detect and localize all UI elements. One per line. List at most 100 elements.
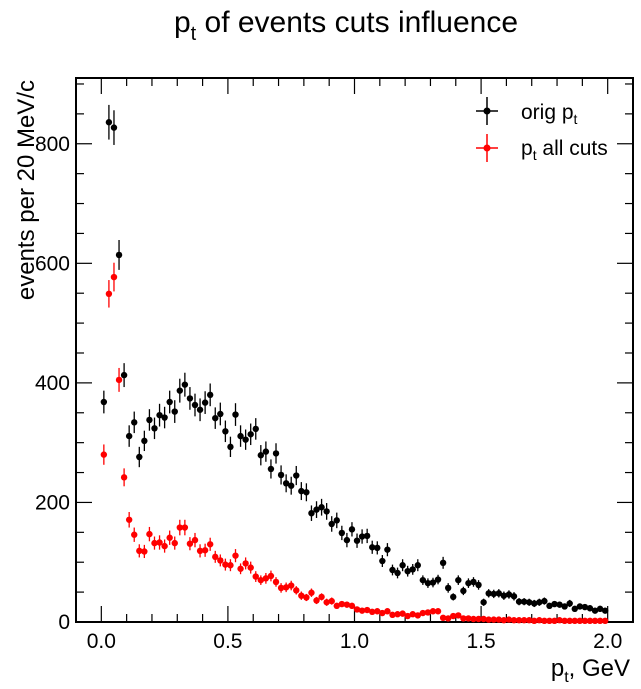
data-point bbox=[353, 606, 361, 613]
data-point bbox=[571, 617, 578, 625]
data-point bbox=[166, 534, 173, 541]
data-point bbox=[131, 531, 138, 538]
legend-label-cuts: pt all cuts bbox=[521, 137, 608, 163]
x-tick-label: 1.5 bbox=[466, 630, 495, 653]
data-point bbox=[212, 553, 219, 561]
data-point bbox=[313, 506, 320, 513]
data-point bbox=[460, 587, 467, 595]
data-point bbox=[475, 615, 482, 623]
data-point bbox=[293, 587, 300, 594]
legend-marker-orig bbox=[476, 97, 498, 125]
data-point bbox=[141, 548, 148, 555]
data-point bbox=[161, 414, 168, 421]
data-point bbox=[485, 616, 492, 623]
data-point bbox=[146, 530, 153, 538]
data-point bbox=[120, 371, 128, 379]
data-point bbox=[495, 616, 503, 623]
data-point bbox=[495, 590, 503, 597]
data-point bbox=[237, 432, 244, 440]
data-point bbox=[460, 615, 467, 622]
data-point bbox=[369, 544, 376, 551]
data-point bbox=[136, 547, 143, 555]
data-point bbox=[176, 524, 184, 531]
data-point bbox=[591, 607, 599, 614]
data-point bbox=[541, 617, 548, 625]
data-point bbox=[227, 443, 234, 451]
data-point bbox=[510, 593, 518, 600]
axis-ticks bbox=[75, 78, 634, 623]
data-point bbox=[490, 590, 497, 598]
data-point bbox=[546, 602, 553, 610]
data-point bbox=[515, 598, 523, 605]
data-point bbox=[328, 597, 335, 605]
data-point bbox=[556, 617, 563, 624]
data-point bbox=[470, 578, 477, 586]
data-point bbox=[541, 597, 548, 605]
legend-marker-cuts bbox=[476, 134, 498, 162]
data-point bbox=[379, 609, 386, 617]
data-point bbox=[581, 603, 589, 611]
data-point bbox=[293, 472, 300, 479]
data-point bbox=[505, 616, 513, 623]
data-point bbox=[191, 401, 199, 409]
data-point bbox=[328, 520, 335, 528]
x-tick-label: 0.0 bbox=[87, 630, 116, 653]
data-point bbox=[409, 566, 416, 573]
data-point bbox=[515, 617, 523, 624]
data-point bbox=[520, 617, 528, 624]
data-point bbox=[242, 560, 249, 567]
chart-title: pt of events cuts influence bbox=[174, 6, 518, 45]
data-point bbox=[566, 617, 573, 625]
data-point bbox=[414, 612, 421, 619]
data-point bbox=[358, 607, 366, 614]
data-point bbox=[272, 450, 280, 457]
data-point bbox=[217, 557, 224, 564]
data-point bbox=[156, 411, 163, 419]
data-point bbox=[308, 510, 315, 517]
data-point bbox=[561, 603, 568, 610]
data-point bbox=[171, 408, 178, 415]
data-point bbox=[455, 576, 462, 584]
data-point bbox=[374, 544, 381, 552]
data-point bbox=[115, 251, 123, 259]
data-point bbox=[298, 592, 305, 599]
data-point bbox=[556, 601, 563, 608]
data-point bbox=[151, 539, 158, 547]
data-point bbox=[227, 562, 234, 569]
series-0 bbox=[100, 104, 609, 614]
data-point bbox=[217, 410, 224, 418]
data-point bbox=[247, 431, 254, 438]
data-point bbox=[105, 290, 113, 298]
data-point bbox=[500, 617, 508, 624]
data-point bbox=[323, 508, 330, 515]
data-point bbox=[500, 592, 508, 599]
data-point bbox=[576, 617, 584, 625]
data-point bbox=[262, 575, 270, 582]
data-point bbox=[277, 471, 285, 479]
data-point bbox=[434, 576, 442, 583]
data-point bbox=[566, 600, 573, 607]
data-point bbox=[561, 617, 568, 625]
data-point bbox=[303, 594, 310, 601]
data-point bbox=[439, 614, 447, 622]
data-point bbox=[141, 437, 148, 445]
data-point bbox=[201, 547, 209, 554]
data-point bbox=[318, 504, 325, 511]
data-point bbox=[191, 536, 199, 544]
y-tick-label: 600 bbox=[35, 252, 70, 275]
data-point bbox=[267, 465, 275, 473]
x-axis-label: pt, GeV bbox=[551, 655, 630, 686]
data-point bbox=[404, 567, 411, 575]
data-point bbox=[419, 609, 427, 617]
data-point bbox=[394, 611, 401, 618]
x-tick-label: 0.5 bbox=[213, 630, 242, 653]
data-point bbox=[596, 605, 604, 613]
data-point bbox=[429, 579, 437, 586]
data-point bbox=[323, 599, 330, 606]
data-point bbox=[586, 605, 594, 612]
data-point bbox=[186, 395, 194, 402]
data-point bbox=[298, 487, 305, 495]
data-point bbox=[409, 611, 416, 618]
axis-tick-labels: 0.0 0.5 1.0 1.5 2.0 0 200 400 600 800 bbox=[35, 133, 622, 653]
